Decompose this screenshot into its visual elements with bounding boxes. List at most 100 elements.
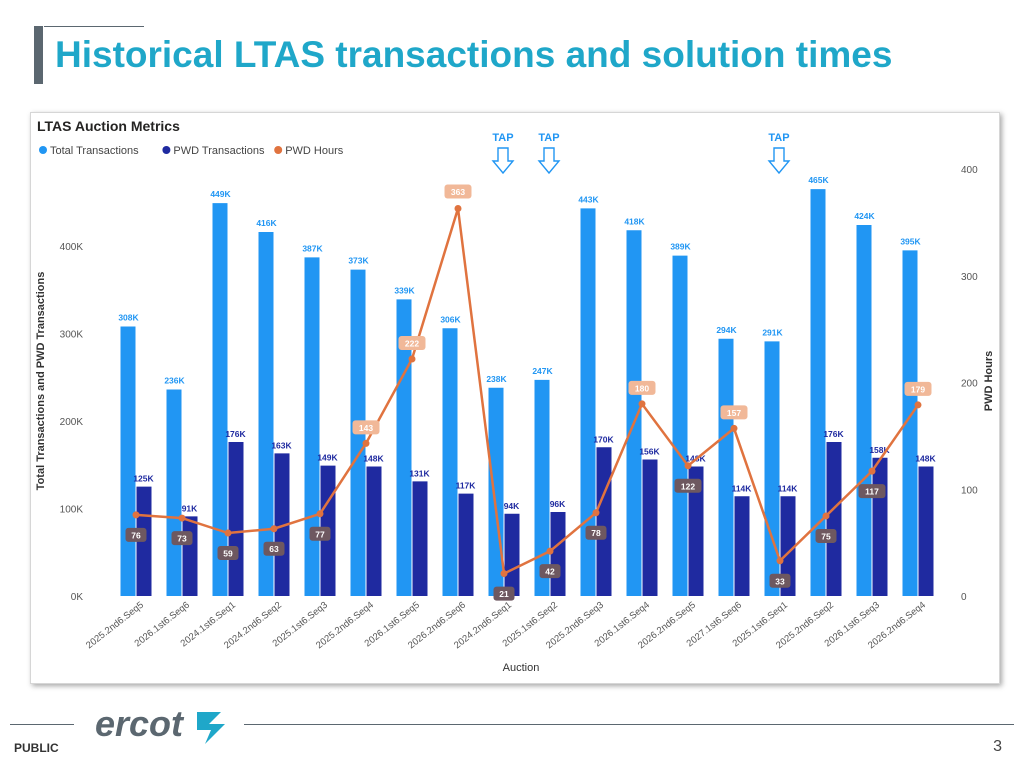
tap-annotation-label: TAP xyxy=(768,132,789,144)
data-label-pwd: 91K xyxy=(182,503,198,513)
point-pwd-hours xyxy=(270,525,278,533)
data-label-box-hours xyxy=(585,525,607,540)
point-pwd-hours xyxy=(500,570,508,578)
bar-total-transactions xyxy=(810,189,826,596)
data-label-box-hours xyxy=(769,573,791,588)
data-label-total: 389K xyxy=(670,242,691,252)
bar-total-transactions xyxy=(856,225,872,596)
data-label-pwd: 114K xyxy=(732,483,753,493)
data-label-total: 418K xyxy=(624,216,645,226)
point-pwd-hours xyxy=(822,512,830,520)
point-pwd-hours xyxy=(914,401,922,409)
data-label-hours: 222 xyxy=(405,339,419,349)
title-accent-bar xyxy=(34,26,43,84)
data-label-box-hours xyxy=(398,336,426,351)
data-label-total: 291K xyxy=(762,327,783,337)
data-label-total: 339K xyxy=(394,285,415,295)
data-label-hours: 122 xyxy=(681,481,695,491)
y-tick-label: 200K xyxy=(60,417,84,428)
bar-pwd-transactions xyxy=(596,447,612,596)
point-pwd-hours xyxy=(684,462,692,470)
bar-total-transactions xyxy=(764,341,780,596)
data-label-total: 373K xyxy=(348,256,369,266)
data-label-pwd: 156K xyxy=(639,447,660,457)
data-label-box-hours xyxy=(628,380,656,395)
data-label-hours: 363 xyxy=(451,187,465,197)
point-pwd-hours xyxy=(454,204,462,212)
y2-tick-label: 0 xyxy=(961,592,967,603)
data-label-total: 387K xyxy=(302,243,323,253)
data-label-box-hours xyxy=(539,564,561,579)
data-label-box-hours xyxy=(352,420,380,435)
data-label-pwd: 148K xyxy=(915,454,936,464)
x-axis-title: Auction xyxy=(503,662,540,674)
y-tick-label: 300K xyxy=(60,330,84,341)
tap-arrow-icon xyxy=(537,147,561,175)
data-label-box-hours xyxy=(493,586,515,601)
point-pwd-hours xyxy=(868,467,876,475)
line-pwd-hours xyxy=(135,208,920,576)
y2-tick-label: 200 xyxy=(961,379,978,390)
data-label-pwd: 94K xyxy=(504,501,520,511)
data-label-total: 395K xyxy=(900,236,921,246)
tap-arrow-icon xyxy=(767,147,791,175)
y-axis-title: Total Transactions and PWD Transactions xyxy=(35,272,47,491)
data-label-total: 306K xyxy=(440,314,461,324)
bar-total-transactions xyxy=(488,387,504,596)
legend-marker-2 xyxy=(274,146,283,154)
data-label-hours: 21 xyxy=(499,589,509,599)
bar-total-transactions xyxy=(212,203,228,596)
data-label-box-hours xyxy=(444,184,472,199)
data-label-box-hours xyxy=(815,528,837,543)
bar-total-transactions xyxy=(626,230,642,596)
data-label-total: 449K xyxy=(210,189,231,199)
bar-total-transactions xyxy=(534,379,550,596)
data-label-hours: 143 xyxy=(359,423,373,433)
bar-pwd-transactions xyxy=(274,453,290,596)
bar-pwd-transactions xyxy=(642,459,658,596)
data-label-pwd: 176K xyxy=(823,429,844,439)
point-pwd-hours xyxy=(132,511,140,519)
data-label-hours: 179 xyxy=(911,384,925,394)
data-label-total: 236K xyxy=(164,376,185,386)
point-pwd-hours xyxy=(776,557,784,565)
point-pwd-hours xyxy=(592,509,600,517)
bar-pwd-transactions xyxy=(918,466,934,596)
legend-label-2: PWD Hours xyxy=(285,145,344,157)
y2-tick-label: 300 xyxy=(961,272,978,283)
bar-total-transactions xyxy=(120,326,136,596)
bar-pwd-transactions xyxy=(780,496,796,596)
data-label-pwd: 125K xyxy=(133,474,154,484)
bar-total-transactions xyxy=(396,299,412,596)
data-label-pwd: 149K xyxy=(317,453,338,463)
ercot-logo-text: ercot xyxy=(95,703,185,744)
data-label-total: 238K xyxy=(486,374,507,384)
y2-tick-label: 400 xyxy=(961,165,978,176)
y-tick-label: 0K xyxy=(71,592,84,603)
point-pwd-hours xyxy=(730,424,738,432)
data-label-hours: 76 xyxy=(131,530,141,540)
y-tick-label: 400K xyxy=(60,242,84,253)
footer-public-label: PUBLIC xyxy=(14,741,59,755)
tap-annotation-label: TAP xyxy=(492,132,513,144)
slide-title: Historical LTAS transactions and solutio… xyxy=(55,34,893,75)
data-label-hours: 33 xyxy=(775,576,785,586)
data-label-box-hours xyxy=(858,484,886,499)
bar-pwd-transactions xyxy=(228,442,244,596)
bar-total-transactions xyxy=(902,250,918,596)
data-label-pwd: 96K xyxy=(550,499,566,509)
data-label-hours: 63 xyxy=(269,544,279,554)
bar-pwd-transactions xyxy=(688,466,704,596)
bar-total-transactions xyxy=(304,257,320,596)
data-label-box-hours xyxy=(125,527,147,542)
data-label-hours: 180 xyxy=(635,383,649,393)
data-label-box-hours xyxy=(171,531,193,546)
ercot-logo: ercot xyxy=(95,703,225,744)
bar-pwd-transactions xyxy=(182,516,198,596)
data-label-pwd: 176K xyxy=(225,429,246,439)
data-label-total: 247K xyxy=(532,366,553,376)
y-tick-label: 100K xyxy=(60,505,84,516)
data-label-total: 294K xyxy=(716,325,737,335)
bar-pwd-transactions xyxy=(504,513,520,596)
bar-pwd-transactions xyxy=(366,466,382,596)
